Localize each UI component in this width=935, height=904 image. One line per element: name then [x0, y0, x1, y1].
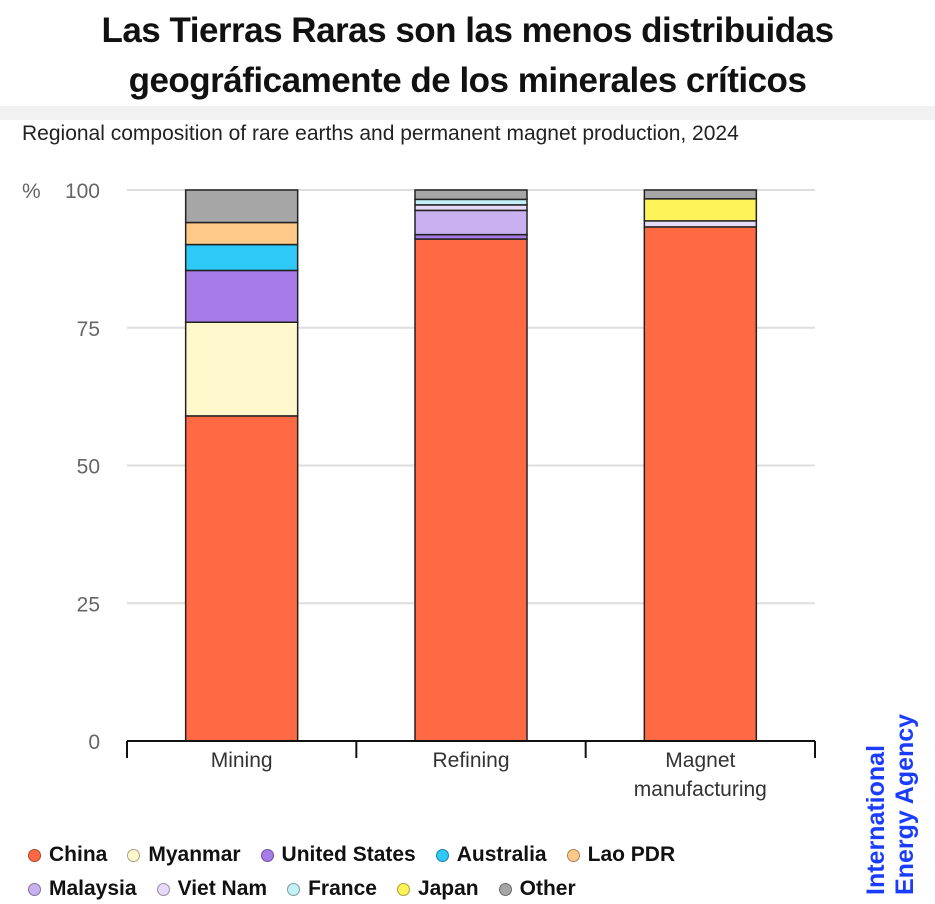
- legend-label: Malaysia: [49, 877, 137, 900]
- bar-segment-other: [184, 189, 299, 224]
- legend-label: China: [49, 843, 108, 866]
- y-tick-label: 100: [65, 180, 100, 203]
- legend-swatch: [566, 848, 580, 862]
- legend-item: France: [287, 877, 377, 901]
- bar-segment-china: [184, 415, 299, 742]
- bar-segment-viet-nam: [643, 220, 758, 228]
- bar-segment-myanmar: [184, 321, 299, 417]
- x-tick-label: Mining: [211, 749, 273, 772]
- legend-item: Lao PDR: [566, 843, 676, 867]
- legend-item: China: [28, 843, 107, 867]
- legend-swatch: [396, 882, 410, 896]
- legend-swatch: [127, 848, 141, 862]
- legend-item: Viet Nam: [156, 877, 268, 901]
- legend-label: Myanmar: [148, 843, 241, 866]
- title-divider: [0, 106, 935, 120]
- legend-label: France: [308, 877, 377, 900]
- bar-segment-lao-pdr: [184, 221, 299, 246]
- legend-label: Other: [519, 877, 576, 900]
- legend-item: Australia: [435, 843, 547, 867]
- title-line-1: Las Tierras Raras son las menos distribu…: [101, 11, 834, 50]
- legend-swatch: [156, 882, 170, 896]
- legend-label: Australia: [456, 843, 547, 866]
- legend-label: Viet Nam: [177, 877, 268, 900]
- bar-segment-china: [643, 226, 758, 742]
- y-axis-label: %: [22, 180, 41, 203]
- bar-segment-viet-nam: [414, 204, 528, 212]
- legend-item: Malaysia: [28, 877, 137, 901]
- bar-segment-malaysia: [414, 209, 528, 236]
- legend-swatch: [287, 882, 301, 896]
- legend-label: Lao PDR: [587, 843, 676, 866]
- bar-segment-other: [643, 189, 758, 200]
- legend-swatch: [260, 848, 274, 862]
- y-tick-label: 50: [77, 456, 100, 479]
- legend: China Myanmar United States Australia Lao PD…: [28, 838, 848, 904]
- legend-swatch: [28, 882, 41, 896]
- y-tick-label: 75: [77, 318, 100, 341]
- bar-segment-china: [414, 238, 528, 742]
- legend-swatch: [28, 848, 41, 862]
- title-line-2: geográficamente de los minerales crítico…: [128, 61, 807, 100]
- legend-row: China Myanmar United States Australia Lao PD…: [28, 838, 848, 872]
- legend-item: United States: [260, 843, 416, 867]
- legend-swatch: [498, 882, 512, 896]
- logo-line-2: Energy Agency: [891, 713, 919, 895]
- legend-swatch: [435, 848, 449, 862]
- chart-title: Las Tierras Raras son las menos distribu…: [0, 6, 935, 106]
- x-tick-label: Refining: [432, 749, 509, 772]
- bar-segment-france: [414, 198, 528, 206]
- y-tick-label: 25: [77, 593, 100, 616]
- bar-segment-united-states: [184, 269, 299, 323]
- legend-item: Myanmar: [127, 843, 241, 867]
- iea-logo: International Energy Agency: [862, 695, 920, 895]
- x-tick-label: Magnet manufacturing: [634, 749, 767, 801]
- legend-label: Japan: [417, 877, 479, 900]
- legend-item: Japan: [396, 877, 479, 901]
- y-tick-label: 0: [88, 731, 100, 754]
- logo-line-1: International: [862, 744, 890, 895]
- legend-label: United States: [281, 843, 416, 866]
- bar-segment-japan: [643, 198, 758, 222]
- legend-item: Other: [498, 877, 576, 901]
- bar-segment-other: [414, 189, 528, 201]
- bar-segment-australia: [184, 243, 299, 272]
- chart-subtitle: Regional composition of rare earths and …: [22, 122, 739, 145]
- legend-row: Malaysia Viet Nam France Japan Other: [28, 872, 848, 904]
